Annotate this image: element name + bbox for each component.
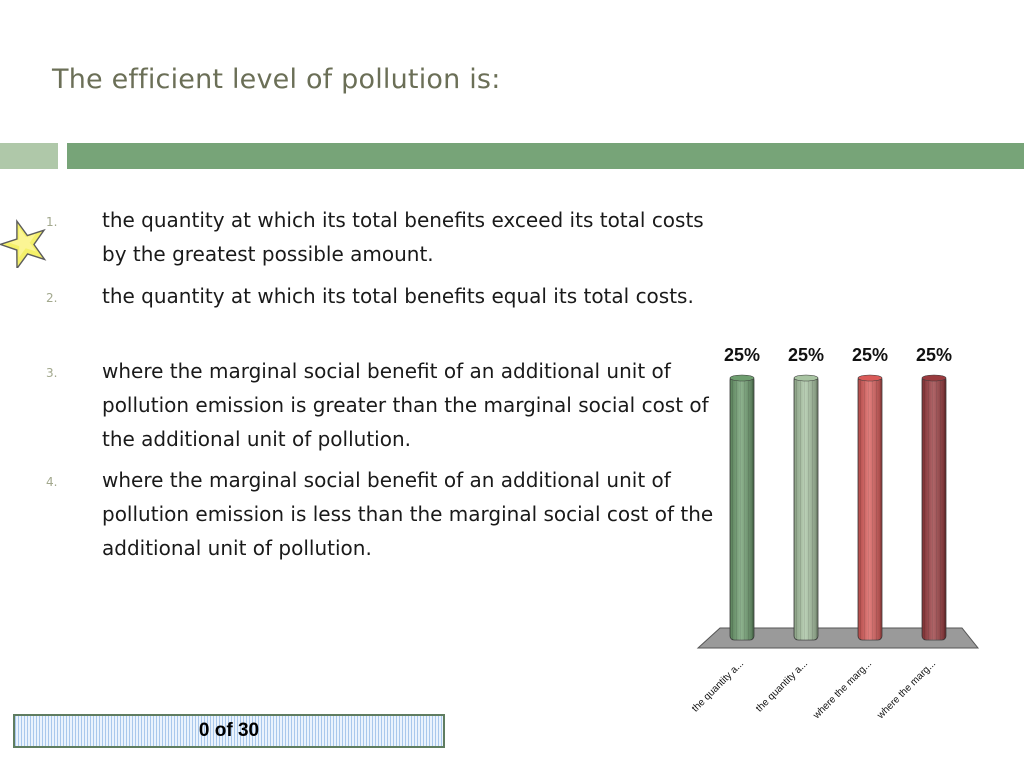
chart-bar bbox=[921, 374, 947, 641]
option-text: the quantity at which its total benefits… bbox=[102, 208, 704, 266]
option-text: where the marginal social benefit of an … bbox=[102, 359, 709, 451]
bar-value-label: 25% bbox=[852, 345, 888, 365]
chart-bar bbox=[793, 374, 819, 641]
category-label: the quantity a... bbox=[690, 658, 746, 714]
answer-options: 1. the quantity at which its total benef… bbox=[46, 208, 714, 560]
option-number: 2. bbox=[46, 291, 58, 305]
slide-title: The efficient level of pollution is: bbox=[52, 64, 501, 95]
option-number: 1. bbox=[46, 215, 58, 229]
option-number: 4. bbox=[46, 475, 58, 489]
option-text: the quantity at which its total benefits… bbox=[102, 284, 694, 308]
response-counter: 0 of 30 bbox=[13, 714, 445, 748]
header-band-left bbox=[0, 143, 58, 169]
option-number: 3. bbox=[46, 366, 58, 380]
header-band-right bbox=[67, 143, 1024, 169]
bar-value-label: 25% bbox=[916, 345, 952, 365]
category-label: where the marg... bbox=[811, 658, 875, 722]
bar-value-label: 25% bbox=[788, 345, 824, 365]
option-text: where the marginal social benefit of an … bbox=[102, 468, 714, 560]
chart-bar bbox=[857, 374, 883, 641]
response-bar-chart: 25% 25% 25% 25% the quantity a... the quanti… bbox=[690, 345, 980, 722]
response-counter-text: 0 of 30 bbox=[198, 720, 260, 741]
star-icon bbox=[0, 218, 47, 268]
category-label: where the marg... bbox=[875, 658, 939, 722]
category-label: the quantity a... bbox=[754, 658, 810, 714]
chart-bar bbox=[729, 374, 755, 641]
bar-value-label: 25% bbox=[724, 345, 760, 365]
